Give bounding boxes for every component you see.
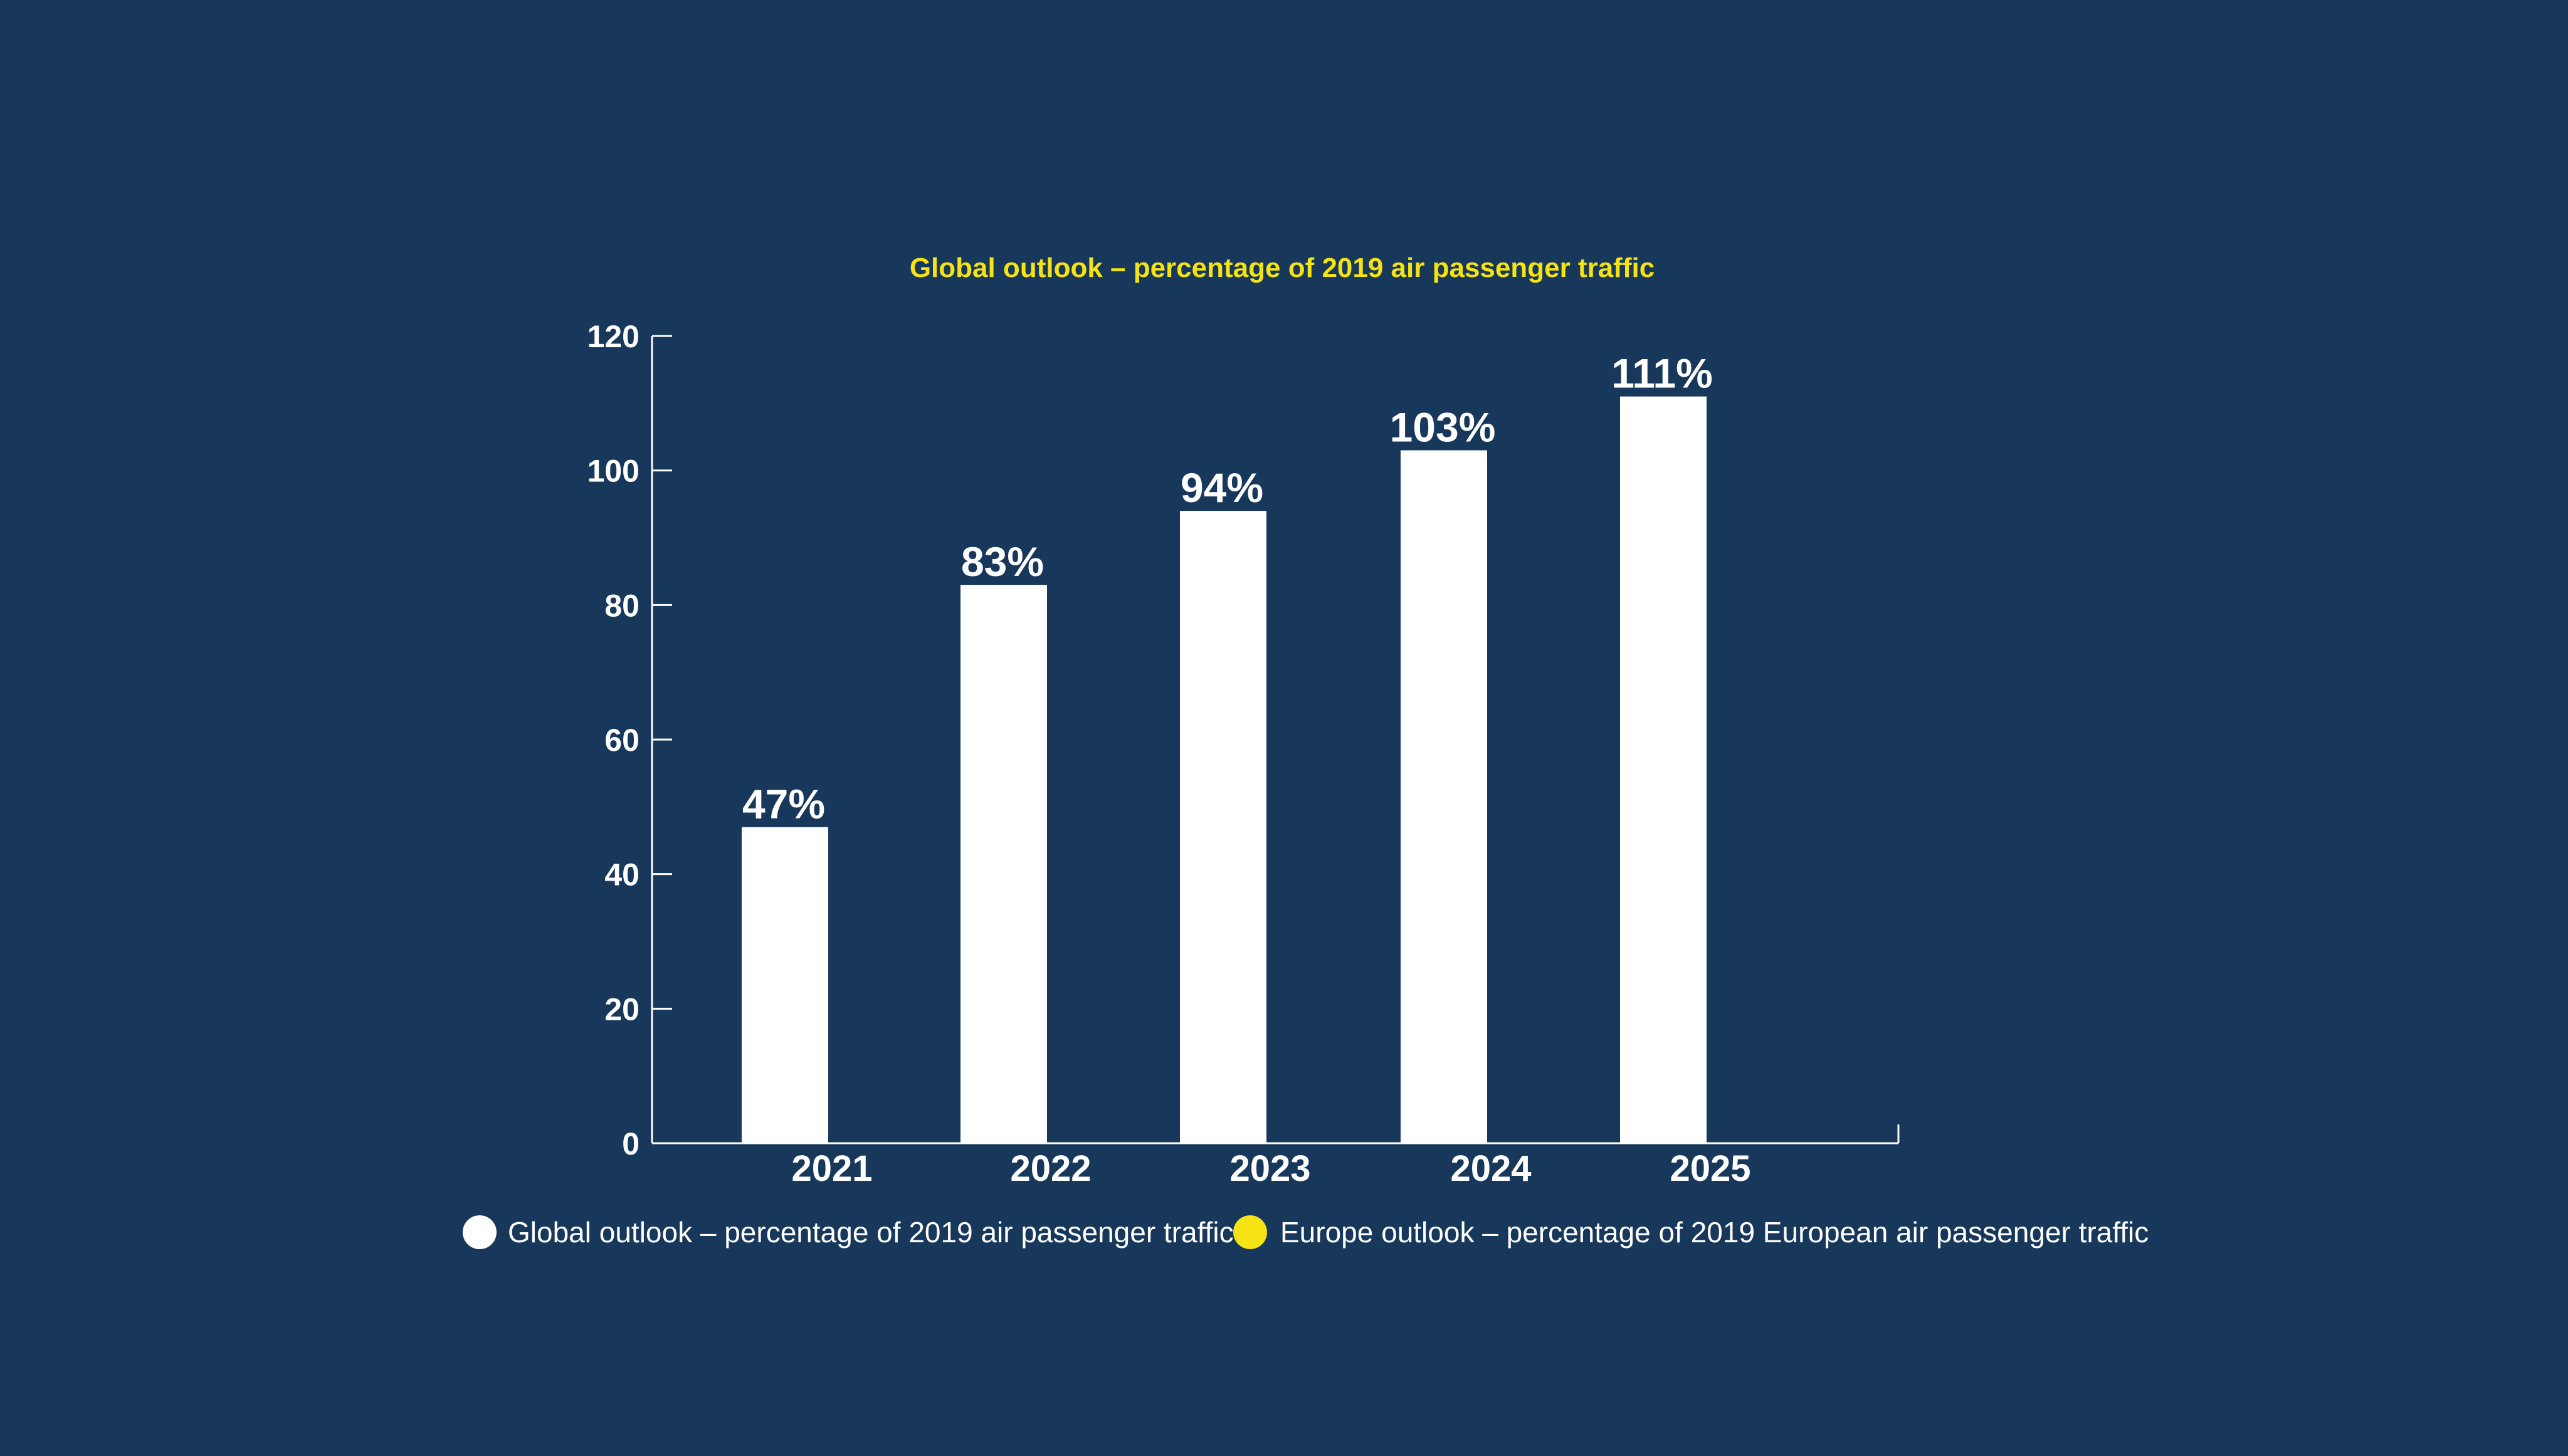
x-tick-label: 2021 [791,1148,872,1189]
data-label: 83% [961,538,1044,585]
legend-marker-global [463,1215,497,1249]
bar-2025 [1620,396,1707,1143]
axes: 0 20 40 60 80 100 120 [587,319,1900,1161]
y-tick-label: 40 [604,857,639,893]
data-label: 103% [1390,404,1496,450]
x-tick-label: 2025 [1670,1148,1750,1189]
x-tick-label: 2024 [1450,1148,1531,1189]
legend-marker-europe [1233,1215,1267,1249]
y-tick-label: 0 [622,1126,639,1161]
data-label: 47% [742,781,825,827]
bar-2024 [1401,450,1487,1143]
bars: 47% 2021 83% 2022 94% 2023 103% 2024 111% 2025 [742,350,1751,1189]
legend: Global outlook – percentage of 2019 air … [463,1215,2149,1249]
y-tick-label: 80 [604,588,639,623]
y-tick-label: 20 [604,992,639,1027]
chart-title: Global outlook – percentage of 2019 air … [910,253,1655,283]
data-label: 111% [1611,350,1713,397]
bar-2023 [1180,511,1266,1143]
y-tick-label: 60 [604,723,639,758]
bar-2021 [742,827,828,1143]
x-tick-label: 2022 [1010,1148,1091,1189]
legend-label: Global outlook – percentage of 2019 air … [508,1216,1234,1249]
legend-label: Europe outlook – percentage of 2019 Euro… [1280,1216,2149,1249]
x-tick-label: 2023 [1229,1148,1310,1189]
data-label: 94% [1181,464,1263,511]
bar-2022 [960,585,1047,1143]
y-tick-label: 100 [587,454,639,489]
y-tick-label: 120 [587,319,639,354]
